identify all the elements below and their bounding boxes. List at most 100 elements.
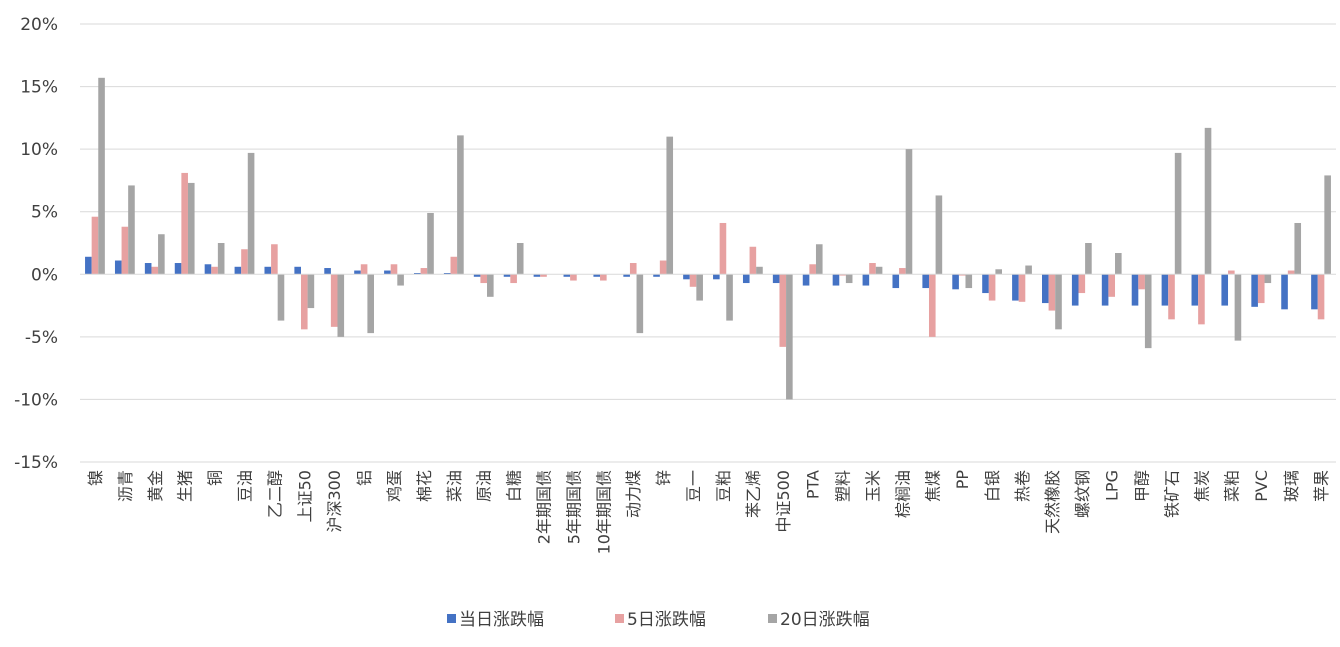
bar <box>1018 274 1026 302</box>
y-axis-tick-labels: -15% -10% -5% 0% 5% 10% 15% 20% <box>14 15 58 473</box>
bar <box>234 266 242 275</box>
bar <box>629 263 637 275</box>
bar <box>623 274 630 277</box>
category-label: 镍 <box>86 470 105 486</box>
bar <box>922 274 929 289</box>
bars <box>85 77 1331 400</box>
category-label: 白糖 <box>505 470 524 502</box>
bar <box>300 274 308 330</box>
category-label: 上证50 <box>295 470 314 522</box>
bar <box>487 274 494 297</box>
bar <box>653 274 660 277</box>
bar <box>480 274 488 284</box>
bar <box>892 274 900 289</box>
bar <box>144 263 152 275</box>
category-label: 菜油 <box>445 470 464 502</box>
bar <box>742 274 750 284</box>
bar <box>367 274 374 334</box>
bar <box>1264 274 1272 284</box>
bar <box>98 77 105 275</box>
y-tick-label: 20% <box>20 15 58 35</box>
bar <box>666 136 674 275</box>
bar <box>1324 175 1331 275</box>
category-label: 菜粕 <box>1222 470 1241 502</box>
bar <box>988 274 996 301</box>
category-label: 豆一 <box>684 470 703 502</box>
legend-swatch <box>447 614 456 623</box>
bar <box>869 263 876 275</box>
bar <box>443 273 451 275</box>
bar <box>1048 274 1056 311</box>
category-label: 锌 <box>654 470 673 486</box>
category-label: 苯乙烯 <box>744 470 763 518</box>
bar <box>271 244 278 275</box>
category-label: 10年期国债 <box>594 470 613 554</box>
bar <box>696 274 703 301</box>
bar <box>952 274 959 290</box>
category-label: 焦煤 <box>923 470 942 502</box>
category-label: LPG <box>1103 470 1122 501</box>
x-axis-category-labels: 镍沥青 黄金 生猪铜豆油 乙二醇 上证50 沪深300 铝鸡蛋 棉花 菜油 原油 白糖 2年期国债 5年… <box>86 470 1331 555</box>
bar <box>1101 274 1109 306</box>
bar <box>1257 274 1265 304</box>
bar <box>935 195 943 275</box>
bar <box>217 243 225 275</box>
bar <box>1131 274 1139 306</box>
bar <box>832 274 840 286</box>
bar <box>1251 274 1258 307</box>
bar <box>756 266 763 275</box>
bar <box>1287 270 1295 275</box>
bar <box>659 260 667 275</box>
category-label: 苹果 <box>1312 470 1331 502</box>
y-tick-label: -5% <box>25 328 58 348</box>
category-label: 豆粕 <box>714 470 733 502</box>
category-label: 白银 <box>983 470 1002 502</box>
bar <box>264 266 272 275</box>
bar <box>982 274 989 294</box>
bar <box>1198 274 1205 325</box>
bar <box>1174 152 1182 275</box>
gridlines <box>80 23 1336 463</box>
category-label: 沥青 <box>116 470 135 502</box>
category-label: 塑料 <box>834 470 853 502</box>
bar <box>247 152 255 275</box>
bar <box>1071 274 1079 306</box>
category-label: 5年期国债 <box>564 470 583 544</box>
category-label: 玻璃 <box>1282 470 1301 502</box>
category-label: 动力煤 <box>624 470 643 518</box>
y-tick-label: 5% <box>31 203 58 223</box>
bar <box>809 264 816 275</box>
y-tick-label: -15% <box>14 453 58 473</box>
bar <box>1115 253 1122 275</box>
bar <box>726 274 733 321</box>
bar <box>337 274 345 337</box>
category-label: 铁矿石 <box>1163 470 1182 518</box>
category-label: 黄金 <box>146 470 165 502</box>
bar <box>786 274 793 400</box>
category-label: 2年期国债 <box>535 470 554 544</box>
bar <box>457 135 464 275</box>
bar <box>151 266 159 275</box>
bar <box>360 264 368 275</box>
legend-label: 5日涨跌幅 <box>627 610 706 630</box>
category-label: 焦炭 <box>1192 470 1211 502</box>
bar <box>689 274 697 287</box>
bar <box>965 274 973 289</box>
legend: 当日涨跌幅 5日涨跌幅 20日涨跌幅 <box>447 610 870 630</box>
bar <box>1055 274 1062 330</box>
bar <box>510 274 517 284</box>
bar <box>354 270 361 275</box>
bar <box>1042 274 1049 304</box>
bar <box>1012 274 1019 301</box>
bar <box>211 266 218 275</box>
bar <box>593 274 601 277</box>
bar <box>324 268 331 275</box>
category-label: 铝 <box>355 470 374 486</box>
category-label: 热卷 <box>1013 470 1032 502</box>
bar <box>899 268 906 275</box>
bar <box>928 274 936 337</box>
bar <box>713 274 720 280</box>
category-label: 豆油 <box>235 470 254 502</box>
bar <box>187 182 195 275</box>
bar <box>174 263 182 275</box>
